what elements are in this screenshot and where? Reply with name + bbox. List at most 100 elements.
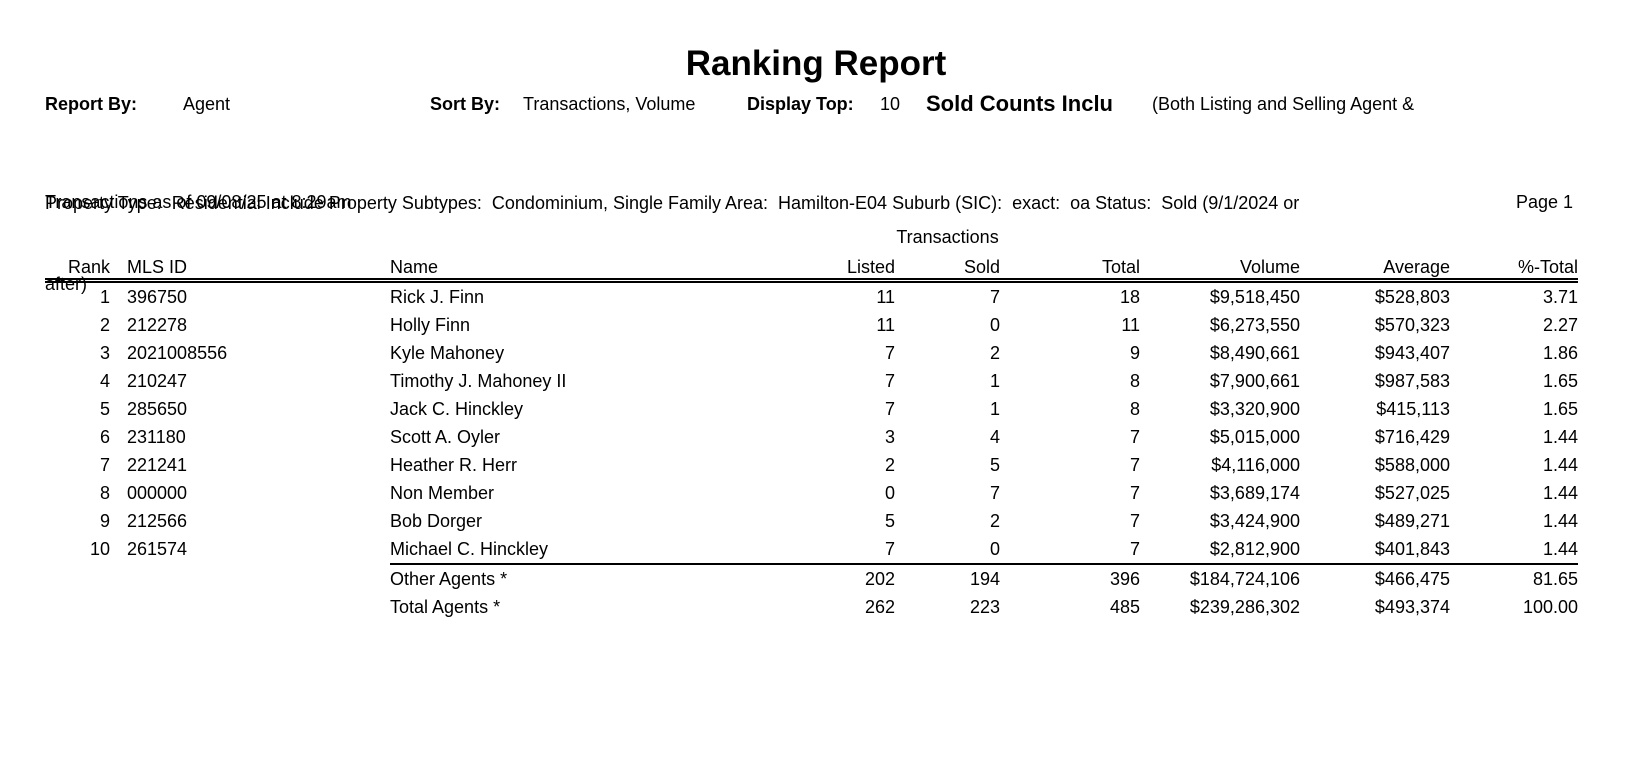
average-cell: $527,025 <box>1374 482 1450 503</box>
listed-cell: 202 <box>810 563 895 593</box>
table-row: 9 212566 Bob Dorger 5 2 7 $3,424,900 $48… <box>45 507 1578 535</box>
table-row: 2 212278 Holly Finn 11 0 11 $6,273,550 $… <box>45 311 1578 339</box>
average-cell: $716,429 <box>1374 426 1450 447</box>
other-agents-row: Other Agents * 202 194 396 $184,724,106 … <box>45 563 1578 593</box>
total-cell: 7 <box>1129 510 1140 531</box>
average-cell: $943,407 <box>1374 342 1450 363</box>
mls-id-cell <box>110 564 390 593</box>
report-by-label: Report By: <box>45 94 138 114</box>
rank-cell: 3 <box>99 342 110 363</box>
listed-cell: 7 <box>884 370 895 391</box>
listed-cell: 2 <box>884 454 895 475</box>
pct-total-cell: 1.44 <box>1542 538 1578 559</box>
sold-counts-included-value: (Both Listing and Selling Agent & <box>1152 94 1415 114</box>
mls-id-cell: 231180 <box>127 426 186 447</box>
average-cell: $489,271 <box>1374 510 1450 531</box>
col-header-total: Total <box>1000 248 1140 283</box>
total-cell: 7 <box>1129 426 1140 447</box>
pct-total-cell: 100.00 <box>1522 596 1578 617</box>
pct-total-cell: 3.71 <box>1542 286 1578 307</box>
rank-cell: 5 <box>99 398 110 419</box>
total-cell: 8 <box>1129 370 1140 391</box>
page-number: Page 1 <box>1515 192 1573 212</box>
pct-total-cell: 1.44 <box>1542 482 1578 503</box>
volume-cell: $239,286,302 <box>1189 596 1300 617</box>
display-top-value: 10 <box>880 94 901 114</box>
volume-cell: $5,015,000 <box>1209 426 1300 447</box>
pct-total-cell: 81.65 <box>1450 563 1578 593</box>
name-cell: Non Member <box>390 482 495 503</box>
search-criteria: Property Type: Residential Include Prope… <box>45 136 1590 352</box>
mls-id-cell: 221241 <box>127 454 188 475</box>
pct-total-cell: 1.86 <box>1542 342 1578 363</box>
col-header-sold: Sold <box>895 248 1000 283</box>
listed-cell: 3 <box>884 426 895 447</box>
rank-cell <box>45 564 110 593</box>
pct-total-cell: 1.44 <box>1542 426 1578 447</box>
total-cell: 485 <box>1109 596 1140 617</box>
column-header-row: Rank MLS ID Name Listed Sold Total Volum… <box>45 248 1578 283</box>
report-meta-line: Report By: Agent Sort By: Transactions, … <box>0 91 1632 124</box>
total-agents-row: Total Agents * 262 223 485 $239,286,302 … <box>45 593 1578 621</box>
sold-cell: 7 <box>989 482 1000 503</box>
name-cell: Total Agents * <box>390 596 501 617</box>
pct-total-cell: 2.27 <box>1542 314 1578 335</box>
col-header-name: Name <box>390 248 810 283</box>
table-row: 1 396750 Rick J. Finn 11 7 18 $9,518,450… <box>45 281 1578 312</box>
volume-cell: $9,518,450 <box>1209 286 1300 307</box>
mls-id-cell: 212566 <box>127 510 188 531</box>
total-cell: 396 <box>1000 563 1140 593</box>
sold-cell: 4 <box>989 426 1000 447</box>
volume-cell: $6,273,550 <box>1209 314 1300 335</box>
listed-cell: 7 <box>884 538 895 559</box>
listed-cell: 7 <box>884 398 895 419</box>
sold-cell: 7 <box>989 286 1000 307</box>
total-cell: 7 <box>1129 538 1140 559</box>
total-cell: 18 <box>1119 286 1140 307</box>
col-header-pct-total: %-Total <box>1450 248 1578 283</box>
name-cell: Timothy J. Mahoney II <box>390 370 567 391</box>
volume-cell: $3,320,900 <box>1209 398 1300 419</box>
average-cell: $493,374 <box>1374 596 1450 617</box>
total-cell: 9 <box>1129 342 1140 363</box>
listed-cell: 7 <box>884 342 895 363</box>
rank-cell: 2 <box>99 314 110 335</box>
sold-cell: 0 <box>989 314 1000 335</box>
rank-cell: 8 <box>99 482 110 503</box>
listed-cell: 262 <box>864 596 895 617</box>
col-header-average: Average <box>1300 248 1450 283</box>
pct-total-cell: 1.44 <box>1542 454 1578 475</box>
table-row: 8 000000 Non Member 0 7 7 $3,689,174 $52… <box>45 479 1578 507</box>
total-cell: 7 <box>1129 482 1140 503</box>
mls-id-cell: 000000 <box>127 482 188 503</box>
table-row: 4 210247 Timothy J. Mahoney II 7 1 8 $7,… <box>45 367 1578 395</box>
average-cell: $466,475 <box>1300 563 1450 593</box>
name-cell: Michael C. Hinckley <box>390 538 549 559</box>
col-header-rank: Rank <box>45 248 110 283</box>
sold-cell: 5 <box>989 454 1000 475</box>
rank-cell: 1 <box>99 286 110 307</box>
mls-id-cell: 261574 <box>127 539 188 559</box>
table-row: 6 231180 Scott A. Oyler 3 4 7 $5,015,000… <box>45 423 1578 451</box>
col-header-volume: Volume <box>1140 248 1300 283</box>
rank-cell: 9 <box>99 510 110 531</box>
pct-total-cell: 1.44 <box>1542 510 1578 531</box>
mls-id-cell: 210247 <box>127 370 188 391</box>
rank-cell <box>45 593 110 621</box>
page-title: Ranking Report <box>685 44 947 83</box>
name-cell: Holly Finn <box>390 314 471 335</box>
total-cell: 7 <box>1129 454 1140 475</box>
total-cell: 8 <box>1129 398 1140 419</box>
average-cell: $415,113 <box>1376 398 1450 419</box>
average-cell: $570,323 <box>1374 314 1450 335</box>
average-cell: $987,583 <box>1374 370 1450 391</box>
transactions-as-of: Transactions as of 09/08/25 at 8:29am <box>45 192 352 212</box>
sort-by-value: Transactions, Volume <box>523 94 696 114</box>
sold-cell: 1 <box>989 398 1000 419</box>
average-cell: $588,000 <box>1374 454 1450 475</box>
name-cell: Heather R. Herr <box>390 454 518 475</box>
sold-cell: 194 <box>895 563 1000 593</box>
name-cell: Bob Dorger <box>390 510 483 531</box>
volume-cell: $4,116,000 <box>1211 454 1300 475</box>
